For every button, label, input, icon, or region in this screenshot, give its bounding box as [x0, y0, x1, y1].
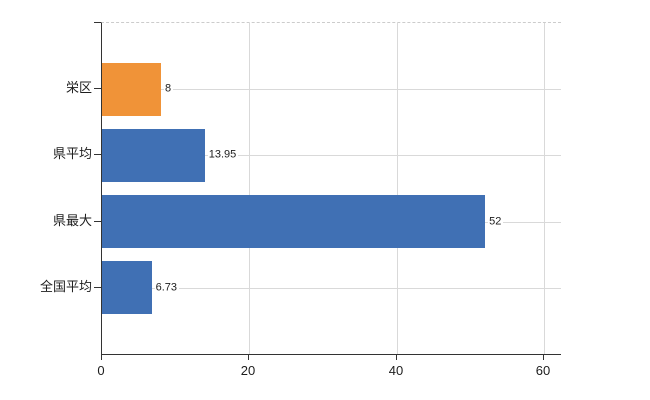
bar [102, 63, 161, 116]
y-axis-tick [94, 88, 101, 89]
bar [102, 129, 205, 182]
x-tick-label: 40 [388, 363, 404, 378]
value-label: 8 [163, 82, 174, 96]
x-axis-tick [248, 354, 249, 360]
x-tick-label: 60 [535, 363, 551, 378]
horizontal-gridline [102, 288, 561, 289]
plot-area: 8 13.95 52 6.73 [101, 22, 561, 355]
vertical-gridline [396, 23, 398, 354]
category-label: 栄区 [65, 80, 92, 95]
y-axis-tick [94, 221, 101, 222]
y-axis-tick [94, 154, 101, 155]
bar [102, 195, 486, 248]
vertical-gridline [249, 23, 251, 354]
value-label: 6.73 [154, 281, 179, 295]
value-label: 13.95 [207, 148, 239, 162]
x-axis-tick [543, 354, 544, 360]
vertical-gridline [544, 23, 546, 354]
category-label: 県平均 [52, 146, 92, 161]
horizontal-gridline [102, 155, 561, 156]
x-axis-tick [396, 354, 397, 360]
horizontal-gridline [102, 89, 561, 90]
value-label: 52 [488, 215, 504, 229]
y-axis-top-tick [94, 22, 101, 23]
x-tick-label: 20 [240, 363, 256, 378]
y-axis-tick [94, 287, 101, 288]
category-label: 全国平均 [39, 279, 92, 294]
x-tick-label: 0 [97, 363, 105, 378]
bar [102, 261, 152, 314]
category-label: 県最大 [52, 213, 92, 228]
x-axis-tick [101, 354, 102, 360]
